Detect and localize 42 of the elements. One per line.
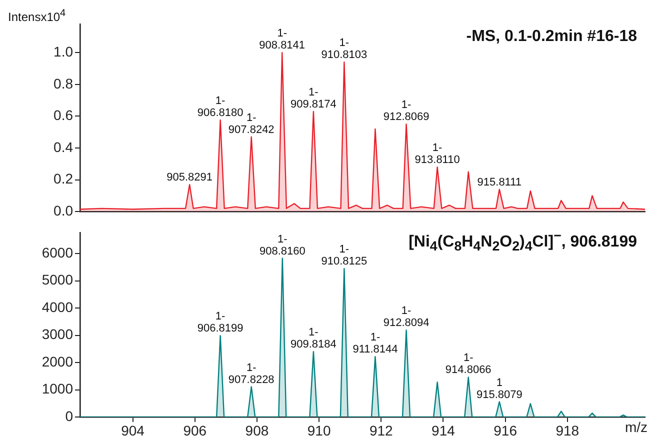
x-tick-label: 910 [307,422,331,437]
chart-title: -MS, 0.1-0.2min #16-18 [466,28,637,46]
y-tick-label: 0.4 [54,138,74,155]
annotation: 1- 908.8141 [259,28,306,52]
x-tick-label: 908 [245,422,269,437]
x-tick-label: 914 [432,422,456,437]
annotation: 1 915.8079 [476,376,522,401]
annotation: 1- 908.8160 [259,233,306,258]
annotation: 1- 913.8110 [414,142,460,166]
annotation: 1- 907.8228 [228,362,274,386]
x-tick-label: 906 [183,422,207,437]
y-axis-title: Intensx10$^{4}$ [8,8,66,24]
annotation: 905.8291 [166,172,213,184]
y-tick-label: 3000 [42,326,74,342]
annotation: 1- 914.8066 [445,352,492,376]
y-tick-label: 0.2 [54,170,74,187]
y-tick-label: 4000 [42,298,74,315]
y-tick-label: 0.6 [54,107,74,124]
y-tick-label: 2000 [42,353,74,370]
x-tick-label: 912 [369,422,394,437]
annotation: 1- 910.8125 [321,244,368,268]
x-tick-label: 918 [556,422,580,437]
y-tick-label: 1000 [42,380,74,397]
annotation: 1- 912.8094 [383,305,430,330]
annotation: 1- 911.8144 [352,332,398,356]
y-tick-label: 1.0 [54,43,74,60]
annotation: 1- 909.8184 [290,326,336,351]
y-tick-label: 0.0 [54,202,74,218]
annotation: 1- 912.8069 [383,99,430,124]
x-tick-label: 904 [121,422,145,437]
y-tick-label: 5000 [42,272,74,288]
annotation: 1- 906.8199 [197,310,244,335]
x-axis-title: m/z [625,419,648,435]
y-tick-label: 0.8 [54,75,74,92]
y-tick-label: 0 [65,408,74,424]
x-tick-label: 916 [494,422,518,437]
chart-title: [Ni$_{4}$(C$_{8}$H$_{4}$N$_{2}$O$_{2}$)$_{4}$Cl]$^{−}$, 906.8199 [408,228,637,254]
annotation: 1- 906.8180 [197,95,244,120]
annotation: 915.8111 [477,176,522,188]
annotation: 1- 909.8174 [290,86,336,110]
annotation: 1- 910.8103 [321,37,368,62]
y-tick-label: 6000 [42,244,74,260]
